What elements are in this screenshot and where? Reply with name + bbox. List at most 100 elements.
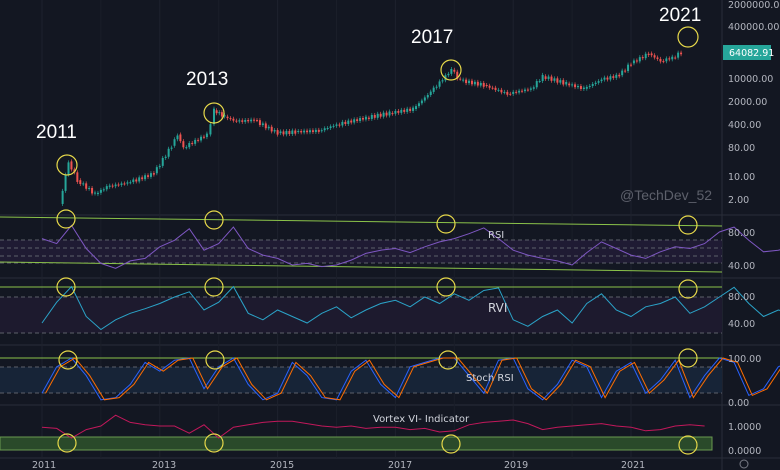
candle xyxy=(341,121,344,126)
y-tick: 80.00 xyxy=(728,143,755,154)
rvi-label: RVI xyxy=(488,301,507,315)
candle xyxy=(680,52,683,55)
candle xyxy=(335,124,338,126)
candle xyxy=(238,120,241,122)
candle xyxy=(91,187,94,194)
highlight-circle xyxy=(678,215,698,235)
candle xyxy=(476,81,479,86)
candle xyxy=(111,185,114,187)
candle xyxy=(576,86,579,88)
candle xyxy=(627,64,630,72)
rsi-upper-trendline xyxy=(0,216,723,227)
vortex-tick: 1.0000 xyxy=(728,422,761,433)
candle xyxy=(300,131,303,133)
vortex-label: Vortex VI- Indicator xyxy=(373,414,470,425)
candle xyxy=(385,112,388,116)
highlight-circle xyxy=(436,214,456,234)
y-tick: 2000.00 xyxy=(728,97,767,108)
candle xyxy=(638,57,641,62)
candle xyxy=(509,93,512,95)
candle xyxy=(223,115,226,117)
panes xyxy=(41,26,780,455)
candle xyxy=(394,110,397,114)
candle xyxy=(656,57,659,59)
candle xyxy=(535,81,538,88)
candle xyxy=(147,175,150,177)
candle xyxy=(379,113,382,117)
candle xyxy=(426,95,429,98)
candle xyxy=(270,126,273,132)
candle xyxy=(523,89,526,92)
candle xyxy=(438,81,441,87)
candle xyxy=(459,78,462,80)
candle xyxy=(152,173,155,175)
candle xyxy=(129,182,132,184)
candle xyxy=(258,120,261,126)
candle xyxy=(362,118,365,120)
y-tick: 10.00 xyxy=(728,172,755,183)
highlight-circle xyxy=(204,433,224,453)
candle xyxy=(556,78,559,83)
candle xyxy=(161,157,164,166)
candle xyxy=(353,119,356,123)
annotation-2017: 2017 xyxy=(411,27,453,48)
candle xyxy=(659,58,662,62)
candle xyxy=(653,55,656,58)
candle xyxy=(391,113,394,115)
candle xyxy=(132,179,135,183)
candle xyxy=(350,120,353,123)
highlight-circle xyxy=(677,26,699,48)
candle xyxy=(232,118,235,121)
candle xyxy=(291,130,294,135)
candle xyxy=(435,86,438,88)
settings-gear-icon[interactable] xyxy=(739,459,749,469)
highlight-circle xyxy=(204,277,224,297)
candle xyxy=(267,126,270,129)
candle xyxy=(588,85,591,87)
candle xyxy=(294,130,297,134)
candle xyxy=(102,189,105,191)
candle xyxy=(485,85,488,87)
candle xyxy=(76,172,79,182)
candle xyxy=(82,183,85,185)
last-price: 64082.91 xyxy=(729,48,774,59)
annotation-2021: 2021 xyxy=(659,5,701,26)
candle xyxy=(635,60,638,62)
candle xyxy=(417,103,420,107)
candle xyxy=(255,120,258,122)
highlight-circle xyxy=(678,348,698,368)
price-axis[interactable]: 2000000.00 400000.00 64082.91 10000.00 2… xyxy=(723,0,780,469)
candle xyxy=(205,133,208,138)
candle xyxy=(64,174,67,191)
candle xyxy=(423,97,426,101)
candle xyxy=(373,114,376,118)
time-axis[interactable]: 2011 2013 2015 2017 2019 2021 xyxy=(32,460,645,470)
candle xyxy=(630,64,632,66)
candle xyxy=(585,86,588,89)
candle xyxy=(344,121,347,124)
candle xyxy=(144,175,147,180)
highlight-circle xyxy=(678,279,698,299)
candle xyxy=(465,79,468,84)
candle xyxy=(197,139,200,141)
x-tick: 2021 xyxy=(621,460,645,470)
candle xyxy=(665,58,668,62)
highlight-circle xyxy=(438,350,458,370)
candle xyxy=(191,143,194,145)
candle xyxy=(94,192,97,194)
candle xyxy=(250,119,253,122)
candle xyxy=(244,119,247,122)
candle xyxy=(158,165,161,168)
candle xyxy=(544,76,547,79)
candle xyxy=(388,111,391,116)
candle xyxy=(276,130,279,135)
candle xyxy=(470,80,473,85)
candle xyxy=(209,124,212,135)
candle xyxy=(606,77,609,80)
rvi-band xyxy=(0,297,722,333)
candle xyxy=(456,71,459,79)
candle xyxy=(541,74,544,82)
candle xyxy=(529,88,532,90)
